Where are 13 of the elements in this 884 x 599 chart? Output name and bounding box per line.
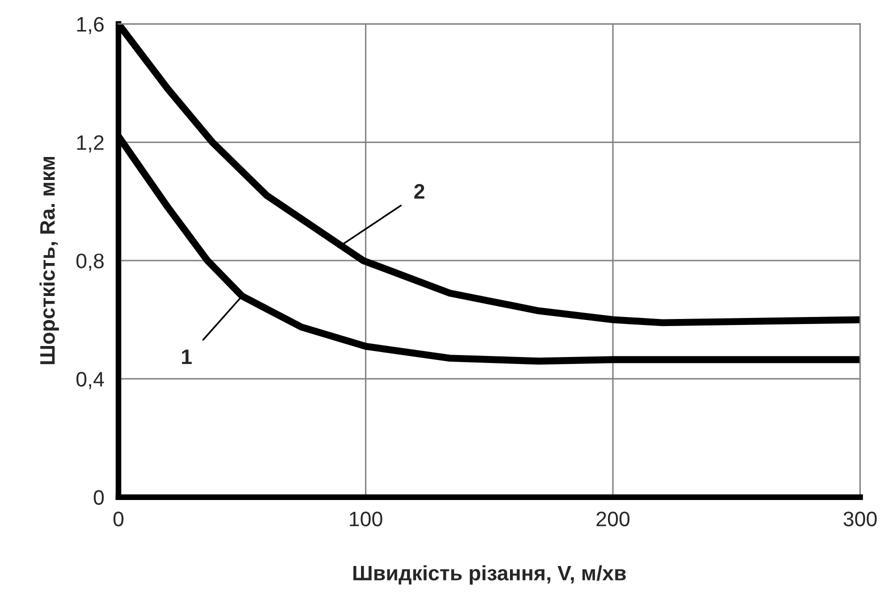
y-axis-title: Шорсткість, Ra. мкм <box>40 157 59 364</box>
x-tick-label: 100 <box>350 512 382 526</box>
y-tick-label: 0 <box>94 490 104 505</box>
x-tick-label: 200 <box>596 512 630 526</box>
x-tick-label: 300 <box>844 512 877 526</box>
annotation: 1 <box>182 350 192 364</box>
annotation: 2 <box>414 184 424 199</box>
x-tick-label: 0 <box>113 512 124 526</box>
y-tick-label: 1,2 <box>77 135 104 152</box>
y-tick-label: 1,6 <box>77 16 104 34</box>
y-tick-label: 0,4 <box>76 372 104 390</box>
y-tick-label: 0,8 <box>76 254 104 271</box>
x-axis-title: Швидкість різання, V, м/хв <box>353 565 626 585</box>
